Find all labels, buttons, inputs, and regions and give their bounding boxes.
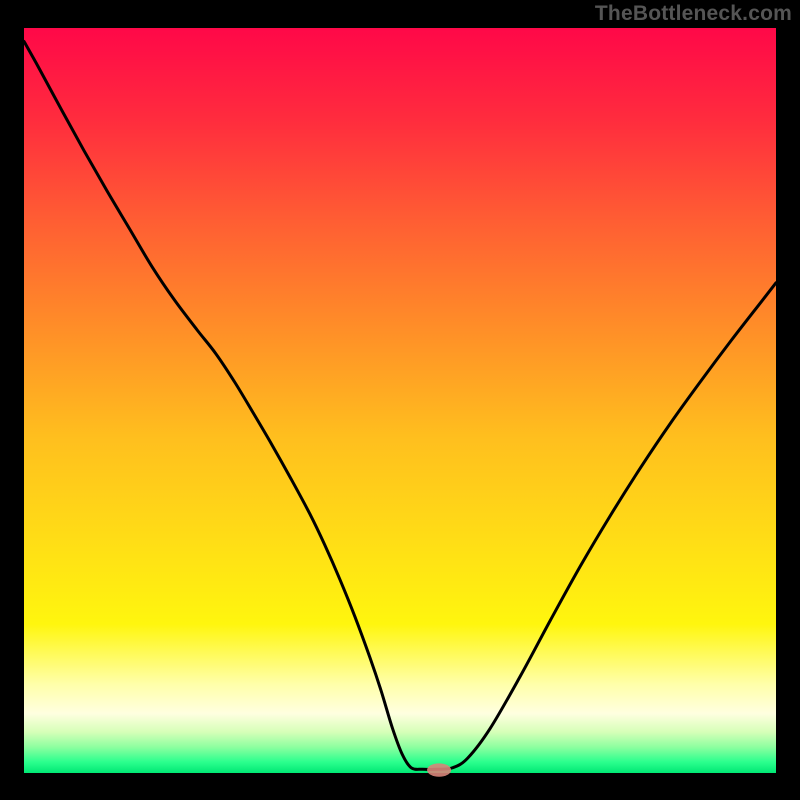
optimal-point-marker <box>427 763 451 776</box>
bottleneck-chart <box>0 0 800 800</box>
attribution-label: TheBottleneck.com <box>595 2 792 26</box>
plot-background <box>24 28 776 773</box>
chart-container: TheBottleneck.com <box>0 0 800 800</box>
